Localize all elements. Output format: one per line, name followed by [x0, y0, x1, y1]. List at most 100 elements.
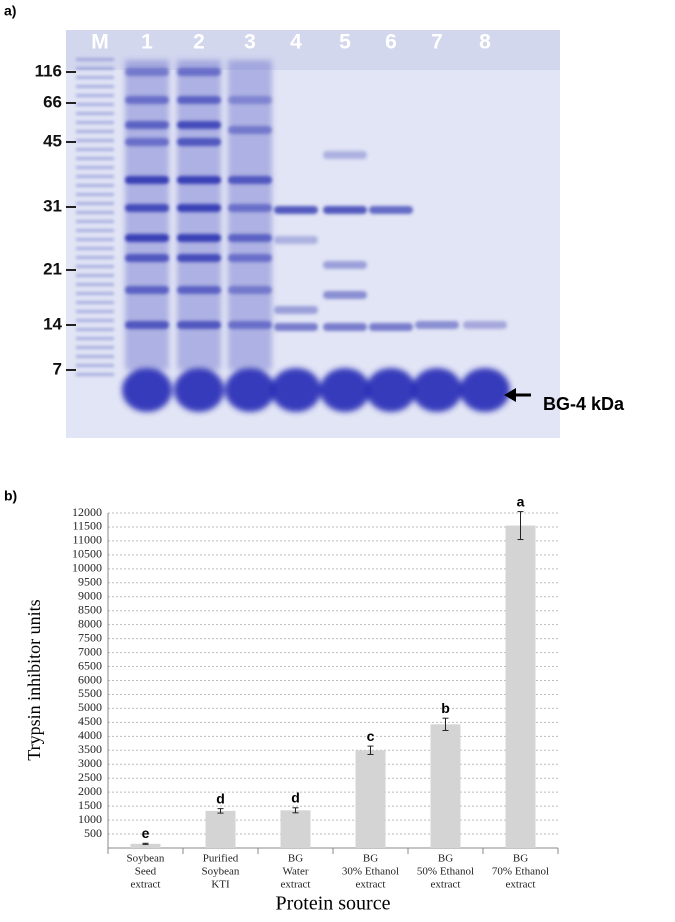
gel-band	[225, 368, 275, 412]
gel-band	[76, 319, 114, 322]
marker-label: 45	[43, 131, 62, 150]
x-tick-label: BG	[513, 853, 528, 865]
gel-band	[366, 368, 416, 412]
lane-label: 8	[479, 31, 491, 54]
gel-band	[463, 321, 507, 329]
gel-band	[415, 321, 459, 329]
gel-band	[274, 323, 318, 331]
gel-band	[76, 121, 114, 124]
x-tick-label: extract	[431, 879, 461, 891]
y-tick-label: 7000	[78, 644, 102, 658]
x-tick-label: Water	[283, 866, 309, 878]
bar	[280, 810, 311, 848]
gel-band	[76, 355, 114, 358]
gel-band	[174, 368, 224, 412]
x-tick-label: BG	[363, 853, 378, 865]
gel-band	[76, 337, 114, 340]
arrow-head	[504, 388, 516, 402]
gel-band	[76, 76, 114, 79]
marker-label: 66	[43, 92, 62, 111]
y-tick-label: 11500	[72, 519, 102, 533]
marker-label: 116	[35, 61, 62, 80]
gel-band	[369, 323, 413, 331]
x-tick-label: Purified	[203, 853, 239, 865]
gel-band	[76, 202, 114, 205]
y-tick-label: 10000	[72, 561, 102, 575]
x-tick-label: extract	[356, 879, 386, 891]
y-tick-label: 8000	[78, 616, 102, 630]
gel-band	[76, 193, 114, 196]
x-tick-label: 50% Ethanol	[417, 866, 474, 878]
x-tick-label: extract	[506, 879, 536, 891]
error-bar	[292, 807, 299, 814]
gel-band	[76, 346, 114, 349]
bar	[505, 525, 536, 848]
gel-band	[76, 265, 114, 268]
significance-letter: e	[142, 825, 150, 841]
gel-band	[122, 368, 172, 412]
lane-label: 3	[244, 31, 256, 54]
error-bar	[217, 808, 224, 814]
gel-band	[76, 274, 114, 277]
y-tick-label: 9000	[78, 589, 102, 603]
gel-band	[320, 368, 370, 412]
y-tick-label: 9500	[78, 575, 102, 589]
gel-smear	[177, 60, 221, 370]
bar	[355, 750, 386, 848]
y-tick-label: 6000	[78, 672, 102, 686]
gel-band	[369, 206, 413, 214]
y-tick-label: 5500	[78, 686, 102, 700]
y-tick-label: 2500	[78, 770, 102, 784]
lane-label: 2	[193, 31, 205, 54]
y-tick-label: 4500	[78, 714, 102, 728]
panel-label: b)	[4, 488, 17, 504]
y-tick-label: 5000	[78, 700, 102, 714]
gel-band	[323, 291, 367, 299]
gel-band	[76, 112, 114, 115]
error-bar	[367, 745, 374, 755]
gel-band	[323, 261, 367, 269]
gel-band	[76, 184, 114, 187]
gel-band	[76, 157, 114, 160]
x-axis-title: Protein source	[276, 893, 391, 915]
x-tick-label: BG	[288, 853, 303, 865]
gel-band	[271, 368, 321, 412]
gel-smear	[125, 60, 169, 370]
significance-letter: a	[517, 493, 525, 509]
error-bar	[142, 842, 149, 845]
significance-letter: d	[291, 790, 300, 806]
gel-band	[274, 306, 318, 314]
x-tick-label: extract	[131, 879, 161, 891]
gel-band	[460, 368, 510, 412]
lane-label: 6	[385, 31, 397, 54]
x-tick-label: 30% Ethanol	[342, 866, 399, 878]
gel-band	[76, 238, 114, 241]
y-tick-label: 2000	[78, 784, 102, 798]
gel-band	[76, 229, 114, 232]
gel-band	[76, 247, 114, 250]
y-tick-label: 1000	[78, 812, 102, 826]
gel-band	[76, 283, 114, 286]
gel-band	[76, 292, 114, 295]
gel-band	[274, 206, 318, 214]
x-tick-label: Soybean	[127, 853, 165, 865]
x-tick-label: extract	[281, 879, 311, 891]
significance-letter: b	[441, 700, 450, 716]
y-tick-label: 1500	[78, 798, 102, 812]
marker-label: 31	[43, 196, 62, 215]
y-tick-label: 4000	[78, 728, 102, 742]
y-tick-label: 7500	[78, 630, 102, 644]
bar-chart: Trypsin inhibitor units Protein source 5…	[24, 493, 559, 915]
gel-band	[323, 151, 367, 159]
gel-band	[76, 130, 114, 133]
gel-band	[274, 236, 318, 244]
gel-band	[76, 148, 114, 151]
y-tick-label: 8500	[78, 602, 102, 616]
gel-band	[76, 103, 114, 106]
gel-band	[76, 94, 114, 97]
gel-band	[76, 364, 114, 367]
bar	[205, 810, 236, 848]
gel-band	[76, 220, 114, 223]
y-tick-label: 500	[84, 826, 102, 840]
lane-label: M	[91, 31, 109, 54]
